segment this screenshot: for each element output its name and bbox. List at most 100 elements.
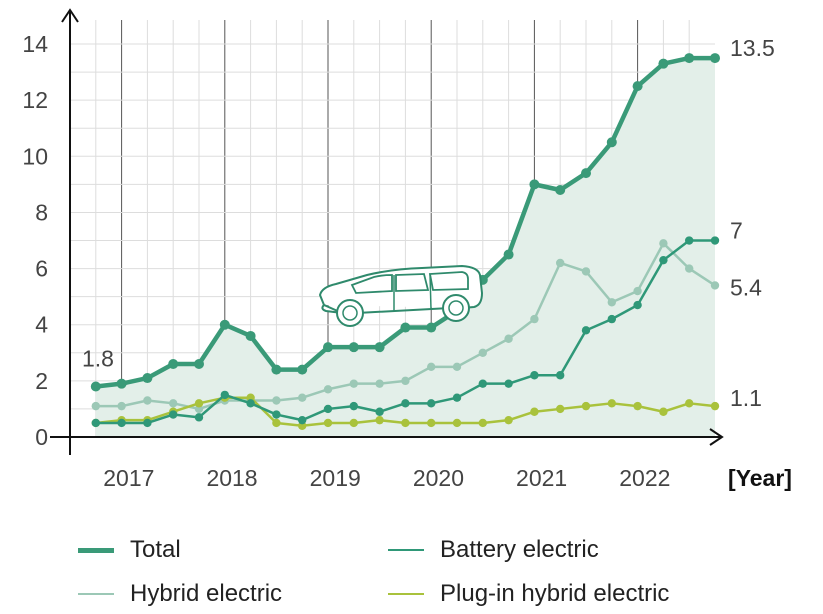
data-point-battery-electric — [581, 326, 591, 335]
data-point-battery-electric — [607, 314, 616, 324]
data-point-plug-in-hybrid-electric — [581, 401, 591, 411]
data-point-hybrid-electric — [169, 399, 178, 408]
data-point-battery-electric — [685, 236, 694, 245]
data-point-hybrid-electric — [478, 348, 487, 357]
data-point-plug-in-hybrid-electric — [401, 418, 410, 428]
y-tick-label: 12 — [22, 87, 48, 113]
area-layer — [95, 58, 716, 437]
legend-swatch-battery-electric — [388, 549, 424, 551]
data-point-total — [374, 342, 385, 353]
value-label: 5.4 — [730, 274, 762, 300]
data-point-plug-in-hybrid-electric — [452, 418, 462, 428]
total-area-fill — [95, 58, 716, 437]
data-point-battery-electric — [91, 418, 101, 428]
data-point-plug-in-hybrid-electric — [659, 407, 668, 416]
data-point-plug-in-hybrid-electric — [556, 404, 565, 414]
data-point-hybrid-electric — [375, 379, 384, 388]
axes — [50, 8, 724, 455]
y-tick-label: 10 — [22, 143, 48, 169]
data-point-hybrid-electric — [685, 264, 694, 273]
data-point-plug-in-hybrid-electric — [375, 415, 384, 425]
data-point-battery-electric — [556, 371, 565, 380]
data-point-total — [245, 330, 256, 341]
data-point-battery-electric — [194, 413, 204, 422]
y-tick-label: 0 — [35, 424, 48, 450]
data-point-hybrid-electric — [556, 258, 565, 268]
data-point-plug-in-hybrid-electric — [272, 418, 281, 428]
y-tick-label: 6 — [35, 256, 48, 282]
data-point-plug-in-hybrid-electric — [478, 418, 487, 428]
value-label: 13.5 — [730, 35, 775, 61]
value-label: 7 — [730, 218, 743, 244]
data-point-total — [684, 53, 695, 64]
data-point-hybrid-electric — [117, 401, 126, 411]
data-point-hybrid-electric — [401, 376, 410, 386]
legend-item-battery-electric: Battery electric — [388, 532, 599, 568]
data-point-battery-electric — [375, 407, 384, 416]
value-label: 1.8 — [82, 345, 114, 371]
legend-item-plug-in-hybrid-electric: Plug-in hybrid electric — [388, 576, 669, 612]
data-point-battery-electric — [427, 399, 436, 408]
data-point-total — [529, 179, 540, 190]
data-point-plug-in-hybrid-electric — [349, 418, 358, 428]
legend-label: Hybrid electric — [130, 580, 283, 607]
data-point-hybrid-electric — [659, 239, 668, 248]
data-point-hybrid-electric — [530, 314, 539, 324]
data-point-total — [168, 359, 179, 370]
data-point-battery-electric — [633, 300, 642, 310]
data-point-battery-electric — [272, 410, 281, 419]
data-point-battery-electric — [298, 415, 307, 425]
data-point-battery-electric — [169, 410, 178, 419]
data-point-total — [194, 359, 204, 370]
data-point-hybrid-electric — [581, 267, 591, 276]
legend-swatch-total — [78, 547, 114, 553]
x-axis-label: [Year] — [728, 465, 792, 491]
data-point-plug-in-hybrid-electric — [427, 418, 436, 428]
data-point-hybrid-electric — [298, 393, 307, 402]
data-point-hybrid-electric — [607, 298, 616, 307]
legend-label: Total — [130, 536, 181, 563]
data-point-total — [503, 249, 514, 260]
x-tick-label: 2019 — [310, 465, 361, 491]
car-icon — [318, 264, 484, 327]
data-point-hybrid-electric — [633, 286, 642, 296]
data-point-hybrid-electric — [91, 401, 101, 411]
data-point-total — [632, 81, 643, 92]
data-point-hybrid-electric — [504, 334, 513, 343]
data-point-total — [581, 168, 591, 179]
data-point-total — [323, 342, 333, 353]
legend-swatch-hybrid-electric — [78, 593, 114, 595]
legend-item-hybrid-electric: Hybrid electric — [78, 576, 282, 612]
data-point-battery-electric — [323, 404, 333, 414]
series-layer — [90, 53, 720, 430]
data-point-total — [348, 342, 359, 353]
data-point-battery-electric — [478, 379, 487, 388]
data-point-plug-in-hybrid-electric — [323, 418, 333, 428]
legend-swatch-plug-in-hybrid-electric — [388, 593, 424, 595]
data-point-battery-electric — [504, 379, 513, 388]
data-point-battery-electric — [530, 371, 539, 380]
data-point-plug-in-hybrid-electric — [685, 399, 694, 408]
y-tick-label: 14 — [22, 31, 48, 57]
data-point-battery-electric — [710, 236, 720, 245]
y-tick-label: 2 — [35, 368, 48, 394]
value-label: 1.1 — [730, 385, 762, 411]
x-tick-label: 2018 — [206, 465, 257, 491]
data-point-battery-electric — [117, 418, 126, 428]
data-point-total — [297, 364, 308, 375]
data-point-total — [142, 373, 153, 384]
legend-label: Plug-in hybrid electric — [440, 580, 670, 607]
x-tick-label: 2020 — [413, 465, 464, 491]
x-tick-label: 2021 — [516, 465, 567, 491]
data-point-battery-electric — [349, 401, 358, 411]
data-point-total — [90, 381, 101, 392]
data-point-plug-in-hybrid-electric — [194, 399, 204, 408]
data-point-total — [555, 184, 566, 195]
data-point-total — [710, 53, 720, 64]
data-point-battery-electric — [246, 399, 255, 408]
data-point-total — [116, 378, 127, 389]
data-point-battery-electric — [401, 399, 410, 408]
y-axis-arrow — [61, 8, 79, 23]
data-point-plug-in-hybrid-electric — [633, 401, 642, 411]
